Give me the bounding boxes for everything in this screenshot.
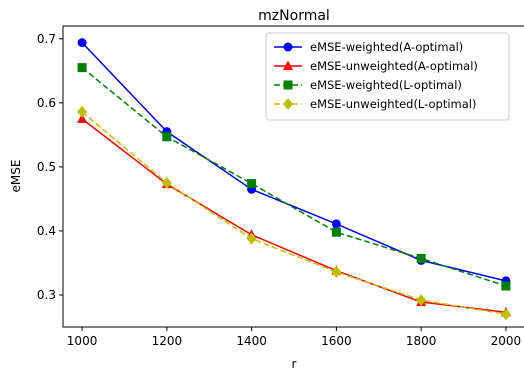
data-point-series-3 <box>247 179 257 189</box>
data-point-series-4 <box>331 265 342 278</box>
legend-label: eMSE-unweighted(L-optimal) <box>310 97 476 111</box>
y-tick-label: 0.7 <box>37 32 56 46</box>
plot-area <box>77 38 511 321</box>
x-axis-label: r <box>292 357 297 371</box>
data-point-series-3 <box>331 227 341 237</box>
chart-title: mzNormal <box>258 8 330 24</box>
x-tick-label: 1000 <box>67 334 98 348</box>
x-tick-label: 1200 <box>152 334 183 348</box>
data-point-series-3 <box>501 281 511 291</box>
data-point-series-4 <box>161 176 172 189</box>
legend-marker <box>283 80 293 90</box>
data-point-series-3 <box>162 132 172 142</box>
x-tick-label: 1800 <box>406 334 437 348</box>
data-point-series-3 <box>416 253 426 263</box>
legend-label: eMSE-unweighted(A-optimal) <box>310 59 478 73</box>
x-tick-label: 1400 <box>236 334 267 348</box>
series-line-4 <box>81 111 507 315</box>
y-tick-label: 0.4 <box>37 224 56 238</box>
plot-frame <box>62 25 524 328</box>
legend-marker <box>283 60 293 70</box>
data-point-series-3 <box>77 63 87 73</box>
series-line-3 <box>81 67 507 287</box>
y-tick-label: 0.6 <box>37 96 56 110</box>
series-line-2 <box>81 118 507 314</box>
data-point-series-1 <box>77 38 87 48</box>
legend-label: eMSE-weighted(L-optimal) <box>310 78 462 92</box>
data-point-series-4 <box>416 294 427 307</box>
x-tick-label: 2000 <box>491 334 522 348</box>
y-tick-label: 0.3 <box>37 288 56 302</box>
y-axis-label: eMSE <box>9 160 23 193</box>
legend: eMSE-weighted(A-optimal) eMSE-unweighted(… <box>265 32 510 121</box>
data-point-series-2 <box>77 113 88 123</box>
y-tick-label: 0.5 <box>37 160 56 174</box>
data-point-series-4 <box>77 105 88 118</box>
data-point-series-4 <box>500 308 511 321</box>
legend-label: eMSE-weighted(A-optimal) <box>310 40 463 54</box>
x-tick-label: 1600 <box>321 334 352 348</box>
legend-box <box>265 32 510 121</box>
legend-marker <box>283 42 293 52</box>
data-point-series-4 <box>246 232 257 245</box>
data-point-series-1 <box>331 219 341 229</box>
legend-marker <box>283 98 293 110</box>
